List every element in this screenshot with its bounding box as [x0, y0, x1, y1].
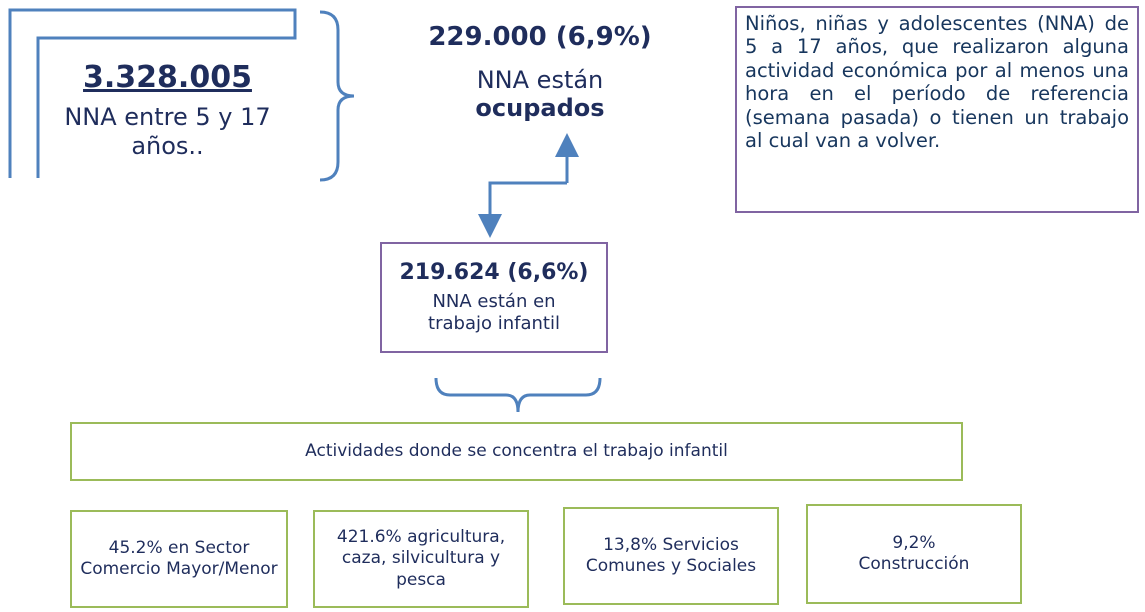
total-box: 3.328.005 NNA entre 5 y 17 años.. — [40, 40, 295, 180]
activity: 45.2% en Sector Comercio Mayor/Menor — [70, 510, 288, 608]
activity: 13,8% Servicios Comunes y Sociales — [563, 507, 779, 605]
brace — [434, 377, 602, 413]
total-label: NNA entre 5 y 17 años.. — [64, 102, 271, 160]
arrow — [478, 181, 567, 238]
frame — [8, 8, 297, 178]
activity: 421.6% agricultura, caza, silvicultura y… — [313, 510, 529, 608]
activity: 9,2% Construcción — [806, 504, 1022, 604]
ocupados-label: NNA están — [476, 66, 604, 94]
brace — [319, 10, 355, 182]
trabajo-box: 219.624 (6,6%) NNA están en trabajo infa… — [380, 242, 608, 353]
definition: Niños, niñas y adolescentes (NNA) de 5 a… — [735, 6, 1139, 213]
trabajo-value: 219.624 (6,6%) — [399, 260, 589, 286]
ocupados-value: 229.000 (6,9%) — [428, 22, 652, 52]
trabajo-label: NNA están en trabajo infantil — [428, 291, 560, 334]
total-value: 3.328.005 — [83, 59, 252, 95]
ocupados: 229.000 (6,9%) NNA están ocupados — [390, 22, 690, 122]
ocupados-bold: ocupados — [475, 94, 605, 122]
activities-title: Actividades donde se concentra el trabaj… — [70, 422, 963, 481]
